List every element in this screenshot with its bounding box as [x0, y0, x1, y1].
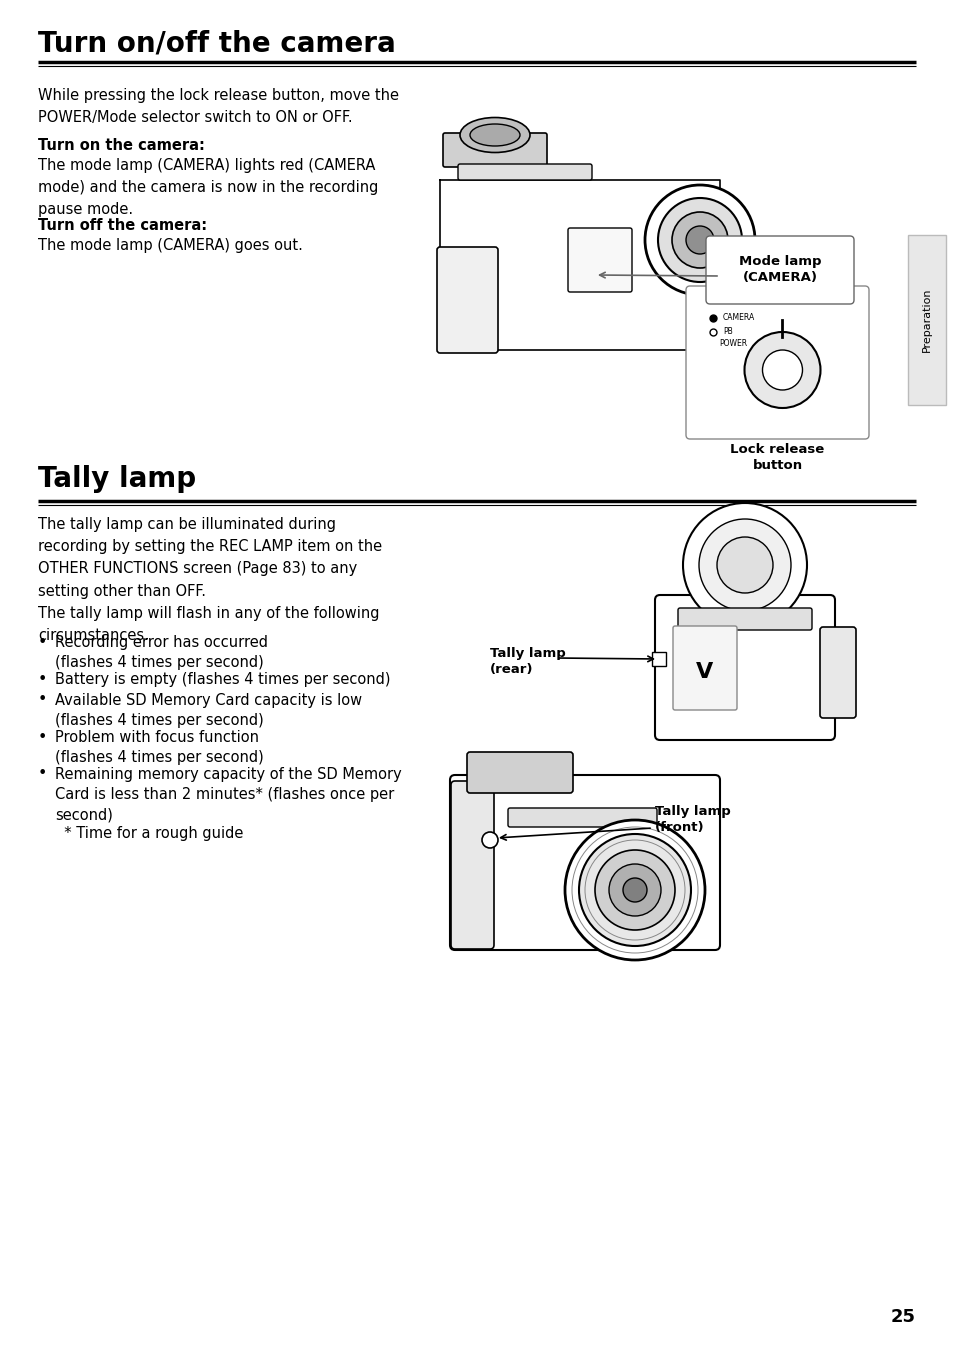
FancyBboxPatch shape	[678, 608, 811, 630]
Text: •: •	[38, 730, 48, 745]
Circle shape	[699, 519, 790, 611]
Text: Problem with focus function
(flashes 4 times per second): Problem with focus function (flashes 4 t…	[55, 730, 263, 765]
Text: 25: 25	[890, 1308, 915, 1326]
Bar	[651, 653, 665, 666]
Text: Tally lamp
(rear): Tally lamp (rear)	[490, 647, 565, 677]
Circle shape	[608, 864, 660, 917]
Text: Tally lamp: Tally lamp	[38, 464, 196, 493]
Polygon shape	[439, 180, 720, 349]
Circle shape	[682, 502, 806, 627]
FancyBboxPatch shape	[567, 227, 631, 292]
Circle shape	[685, 226, 713, 255]
Text: While pressing the lock release button, move the
POWER/Mode selector switch to O: While pressing the lock release button, …	[38, 88, 398, 125]
Text: V: V	[696, 662, 713, 682]
Text: Tally lamp
(front): Tally lamp (front)	[655, 806, 730, 834]
FancyBboxPatch shape	[457, 164, 592, 180]
Text: •: •	[38, 635, 48, 650]
FancyBboxPatch shape	[442, 133, 546, 167]
Circle shape	[644, 185, 754, 295]
FancyBboxPatch shape	[507, 808, 657, 827]
Text: •: •	[38, 692, 48, 708]
Ellipse shape	[470, 125, 519, 146]
Text: Turn off the camera:: Turn off the camera:	[38, 218, 207, 233]
Circle shape	[761, 349, 801, 390]
Text: Available SD Memory Card capacity is low
(flashes 4 times per second): Available SD Memory Card capacity is low…	[55, 692, 362, 728]
Text: POWER: POWER	[719, 340, 746, 348]
Text: Turn on the camera:: Turn on the camera:	[38, 138, 205, 153]
Circle shape	[622, 877, 646, 902]
Text: PB: PB	[722, 328, 732, 337]
Text: Lock release
button: Lock release button	[730, 443, 823, 473]
Text: Recording error has occurred
(flashes 4 times per second): Recording error has occurred (flashes 4 …	[55, 635, 268, 670]
FancyBboxPatch shape	[685, 286, 868, 439]
FancyBboxPatch shape	[436, 246, 497, 353]
Text: Mode lamp
(CAMERA): Mode lamp (CAMERA)	[738, 256, 821, 284]
FancyBboxPatch shape	[451, 781, 494, 949]
Circle shape	[595, 850, 675, 930]
Text: The tally lamp can be illuminated during
recording by setting the REC LAMP item : The tally lamp can be illuminated during…	[38, 517, 382, 643]
Circle shape	[658, 198, 741, 282]
Text: •: •	[38, 766, 48, 781]
Text: •: •	[38, 672, 48, 686]
FancyBboxPatch shape	[672, 626, 737, 709]
Text: CAMERA: CAMERA	[722, 314, 755, 322]
FancyBboxPatch shape	[820, 627, 855, 718]
Circle shape	[671, 213, 727, 268]
Text: Remaining memory capacity of the SD Memory
Card is less than 2 minutes* (flashes: Remaining memory capacity of the SD Memo…	[55, 766, 401, 822]
Text: * Time for a rough guide: * Time for a rough guide	[55, 826, 243, 841]
Circle shape	[578, 834, 690, 946]
Text: The mode lamp (CAMERA) lights red (CAMERA
mode) and the camera is now in the rec: The mode lamp (CAMERA) lights red (CAMER…	[38, 158, 378, 218]
FancyBboxPatch shape	[655, 594, 834, 741]
FancyBboxPatch shape	[467, 751, 573, 793]
Circle shape	[481, 831, 497, 848]
FancyBboxPatch shape	[450, 774, 720, 951]
Text: Battery is empty (flashes 4 times per second): Battery is empty (flashes 4 times per se…	[55, 672, 390, 686]
Circle shape	[564, 821, 704, 960]
FancyBboxPatch shape	[705, 236, 853, 305]
Circle shape	[743, 332, 820, 408]
Ellipse shape	[459, 118, 530, 153]
Circle shape	[717, 538, 772, 593]
Text: Turn on/off the camera: Turn on/off the camera	[38, 30, 395, 58]
Text: The mode lamp (CAMERA) goes out.: The mode lamp (CAMERA) goes out.	[38, 238, 302, 253]
FancyBboxPatch shape	[907, 236, 945, 405]
Text: Preparation: Preparation	[921, 288, 931, 352]
